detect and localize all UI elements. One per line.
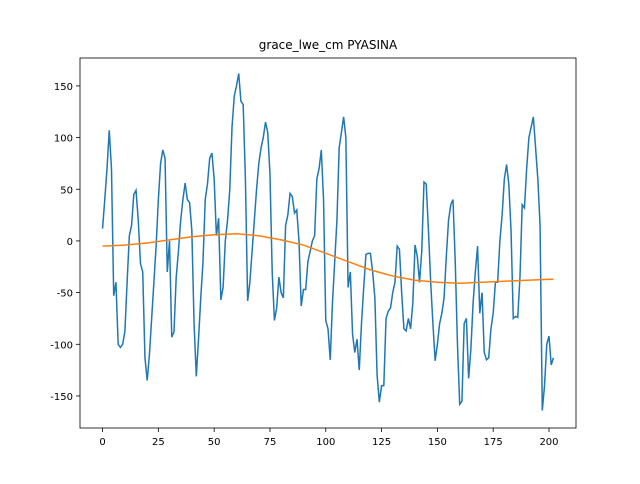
line-series [101,73,555,411]
line-series [102,232,554,285]
x-tick-label: 75 [264,437,277,448]
y-tick-label: 0 [67,237,73,248]
x-tick-label: 50 [208,437,221,448]
y-tick-label: -100 [50,340,73,351]
x-tick-label: 100 [316,437,335,448]
y-tick-label: 50 [60,185,73,196]
y-tick-label: -150 [50,392,73,403]
x-tick-label: 125 [372,437,391,448]
x-tick-label: 0 [99,437,105,448]
x-tick-label: 175 [484,437,503,448]
x-tick-label: 200 [539,437,558,448]
y-tick-label: -50 [57,289,73,300]
y-tick-label: 150 [54,82,73,93]
chart-title: grace_lwe_cm PYASINA [259,38,398,52]
plot-area [79,57,577,429]
y-tick-label: 100 [54,134,73,145]
x-tick-label: 150 [428,437,447,448]
x-tick-label: 25 [152,437,165,448]
